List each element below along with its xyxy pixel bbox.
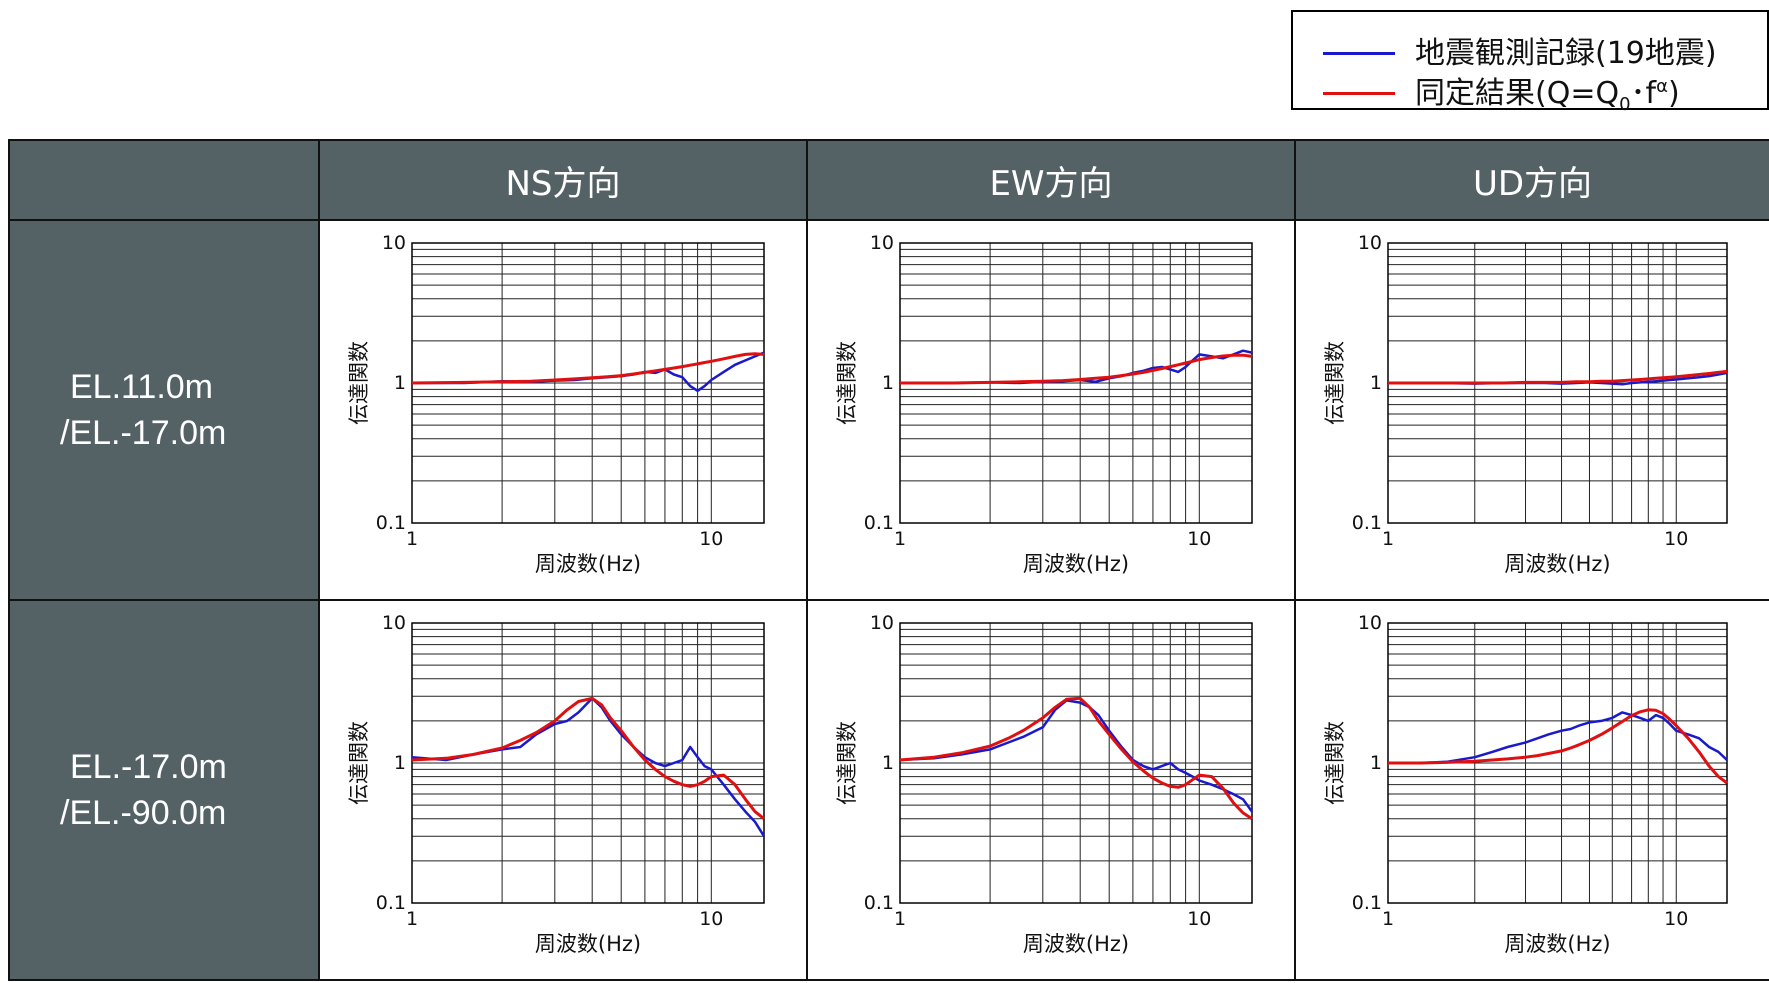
y-tick-label: 0.1: [1352, 512, 1382, 534]
y-axis-label: 伝達関数: [835, 721, 859, 805]
legend-observed-swatch: [1323, 52, 1395, 55]
y-axis-label: 伝達関数: [835, 341, 859, 425]
y-tick-label: 0.1: [864, 892, 894, 914]
y-tick-label: 1: [882, 372, 894, 394]
x-tick-label: 10: [1664, 528, 1688, 550]
y-tick-label: 0.1: [376, 892, 406, 914]
grid: [899, 622, 1252, 904]
x-tick-label: 10: [1187, 908, 1211, 930]
y-tick-label: 1: [1370, 752, 1382, 774]
x-tick-label: 1: [1382, 528, 1394, 550]
plot-frame: [411, 622, 765, 904]
row-header-upper: EL.11.0m /EL.-17.0m: [8, 219, 320, 601]
row-header-upper-line2: /EL.-17.0m: [60, 414, 227, 452]
plot-cell: 10 1 0.1 1 10 周波数(Hz) 伝達関数: [806, 219, 1296, 601]
x-tick-label: 1: [1382, 908, 1394, 930]
x-tick-label: 10: [699, 908, 723, 930]
fitted-series-line: [1388, 708, 1728, 785]
fitted-series-line: [411, 696, 765, 820]
x-tick-label: 10: [699, 528, 723, 550]
fitted-series-line: [411, 352, 765, 385]
x-tick-label: 1: [406, 908, 418, 930]
legend-observed-label: 地震観測記録(19地震): [1415, 36, 1717, 71]
plot-cell: 10 1 0.1 1 10 周波数(Hz) 伝達関数: [318, 219, 808, 601]
plot-cell: 10 1 0.1 1 10 周波数(Hz) 伝達関数: [806, 599, 1296, 981]
x-axis-label: 周波数(Hz): [1023, 932, 1129, 956]
y-tick-label: 1: [882, 752, 894, 774]
y-tick-label: 1: [1370, 372, 1382, 394]
legend-fitted-swatch: [1323, 92, 1395, 95]
x-tick-label: 1: [894, 908, 906, 930]
y-tick-label: 0.1: [376, 512, 406, 534]
plot-frame: [899, 622, 1253, 904]
plot-cell: 10 1 0.1 1 10 周波数(Hz) 伝達関数: [1294, 599, 1769, 981]
fitted-series-line: [1388, 369, 1728, 385]
results-table: NS方向 EW方向 UD方向 EL.11.0m /EL.-17.0m EL.-1…: [8, 139, 1769, 981]
fitted-series-line: [900, 353, 1253, 385]
y-axis-label: 伝達関数: [347, 341, 371, 425]
plot-cell: 10 1 0.1 1 10 周波数(Hz) 伝達関数: [1294, 219, 1769, 601]
x-axis-label: 周波数(Hz): [535, 932, 641, 956]
column-header-ns: NS方向: [318, 139, 808, 221]
x-tick-label: 10: [1664, 908, 1688, 930]
y-tick-label: 10: [1358, 232, 1382, 254]
row-header-lower-line2: /EL.-90.0m: [60, 794, 227, 832]
column-header-ud: UD方向: [1294, 139, 1769, 221]
x-tick-label: 1: [894, 528, 906, 550]
grid: [411, 242, 764, 524]
row-header-upper-line1: EL.11.0m: [70, 368, 214, 406]
plot-cell: 10 1 0.1 1 10 周波数(Hz) 伝達関数: [318, 599, 808, 981]
legend: 地震観測記録(19地震) 同定結果(Q=Q0･fα): [1291, 10, 1769, 115]
y-tick-label: 0.1: [1352, 892, 1382, 914]
fitted-series-line: [899, 696, 1253, 820]
column-header-ew: EW方向: [806, 139, 1296, 221]
y-tick-label: 10: [382, 232, 406, 254]
y-axis-label: 伝達関数: [347, 721, 371, 805]
row-header-lower: EL.-17.0m /EL.-90.0m: [8, 599, 320, 981]
y-tick-label: 10: [382, 612, 406, 634]
y-axis-label: 伝達関数: [1323, 341, 1347, 425]
y-tick-label: 1: [394, 372, 406, 394]
grid: [411, 622, 764, 904]
y-tick-label: 1: [394, 752, 406, 774]
x-tick-label: 10: [1187, 528, 1211, 550]
grid: [899, 242, 1252, 524]
y-tick-label: 10: [1358, 612, 1382, 634]
x-axis-label: 周波数(Hz): [1504, 552, 1610, 576]
y-tick-label: 10: [870, 232, 894, 254]
x-tick-label: 1: [406, 528, 418, 550]
y-axis-label: 伝達関数: [1323, 721, 1347, 805]
corner-header: [8, 139, 320, 221]
y-tick-label: 0.1: [864, 512, 894, 534]
x-axis-label: 周波数(Hz): [1504, 932, 1610, 956]
y-tick-label: 10: [870, 612, 894, 634]
row-header-lower-line1: EL.-17.0m: [70, 748, 227, 786]
x-axis-label: 周波数(Hz): [1023, 552, 1129, 576]
legend-fitted-label: 同定結果(Q=Q0･fα): [1415, 76, 1680, 115]
x-axis-label: 周波数(Hz): [535, 552, 641, 576]
